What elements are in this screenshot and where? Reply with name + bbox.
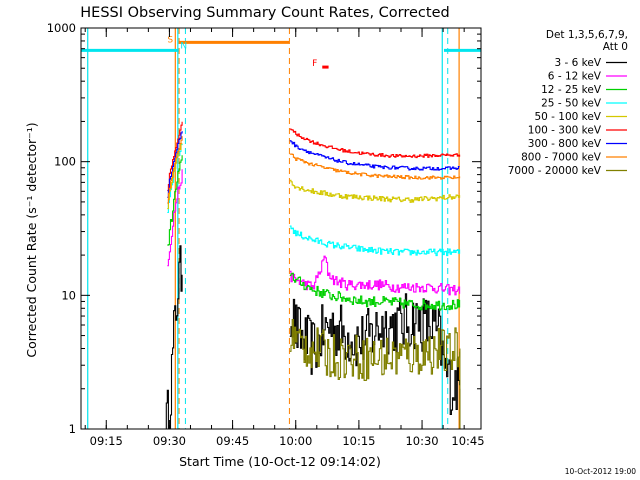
legend-label: 800 - 7000 keV: [521, 152, 602, 164]
x-tick-label: 09:30: [153, 434, 186, 448]
legend-label: 7000 - 20000 keV: [508, 165, 602, 177]
annotation-s: S: [167, 35, 173, 45]
x-tick-label: 10:45: [451, 434, 484, 448]
series-rise-trace: [167, 136, 183, 204]
series-rise-trace: [167, 169, 183, 267]
annotations-layer: SN F: [167, 35, 317, 69]
y-axis: 1 10 100 1000: [47, 21, 481, 436]
series-trace: [289, 179, 461, 203]
x-tick-label: 09:45: [216, 434, 249, 448]
footer-timestamp: 10-Oct-2012 19:00: [565, 467, 636, 476]
flag-and-marker-lines: [81, 28, 481, 429]
series-12-25kev: [167, 155, 461, 311]
x-tick-label: 09:15: [90, 434, 123, 448]
legend-label: 100 - 300 keV: [528, 125, 602, 137]
x-tick-label: 10:30: [405, 434, 438, 448]
series-trace: [289, 319, 461, 381]
series-300-800kev: [167, 131, 460, 198]
legend: Det 1,3,5,6,7,9, Att 0 3 - 6 keV 6 - 12 k…: [508, 29, 628, 177]
series-800-7000kev: [167, 136, 461, 204]
x-tick-label: 10:00: [279, 434, 312, 448]
legend-header-line-1: Det 1,3,5,6,7,9,: [546, 29, 628, 41]
series-trace: [289, 140, 460, 171]
y-tick-label: 1: [69, 422, 76, 436]
series-rise-trace: [167, 155, 183, 246]
legend-label: 300 - 800 keV: [528, 138, 602, 150]
series-6-12kev: [167, 169, 461, 296]
legend-label: 50 - 100 keV: [534, 111, 601, 123]
x-axis-label: Start Time (10-Oct-12 09:14:02): [179, 454, 381, 469]
series-trace: [289, 153, 461, 180]
series-trace: [289, 225, 461, 257]
series-rise-trace: [167, 131, 183, 198]
legend-label: 25 - 50 keV: [541, 98, 602, 110]
annotation-f: F: [312, 59, 317, 69]
series-trace: [289, 255, 461, 296]
series-rise-trace: [165, 245, 183, 429]
legend-label: 6 - 12 keV: [548, 71, 602, 83]
x-tick-label: 10:15: [342, 434, 375, 448]
x-axis: 09:15 09:30 09:45 10:00 10:15 10:30 10:45: [84, 28, 485, 448]
legend-label: 3 - 6 keV: [554, 57, 601, 69]
legend-label: 12 - 25 keV: [541, 84, 602, 96]
legend-header-line-2: Att 0: [603, 41, 628, 53]
series-layer: [165, 121, 461, 429]
chart-title: HESSI Observing Summary Count Rates, Cor…: [80, 5, 449, 21]
series-7000-20000kev: [289, 319, 461, 429]
y-tick-label: 1000: [47, 21, 76, 35]
series-trace: [289, 128, 461, 159]
series-rise-trace: [167, 121, 183, 192]
plot-frame: [80, 27, 482, 430]
y-tick-label: 100: [54, 155, 76, 169]
y-tick-label: 10: [61, 288, 76, 302]
series-100-300kev: [167, 121, 461, 192]
y-axis-label: Corrected Count Rate (s⁻¹ detector⁻¹): [24, 122, 39, 357]
series-trace: [289, 272, 461, 311]
annotation-n: N: [180, 42, 187, 52]
